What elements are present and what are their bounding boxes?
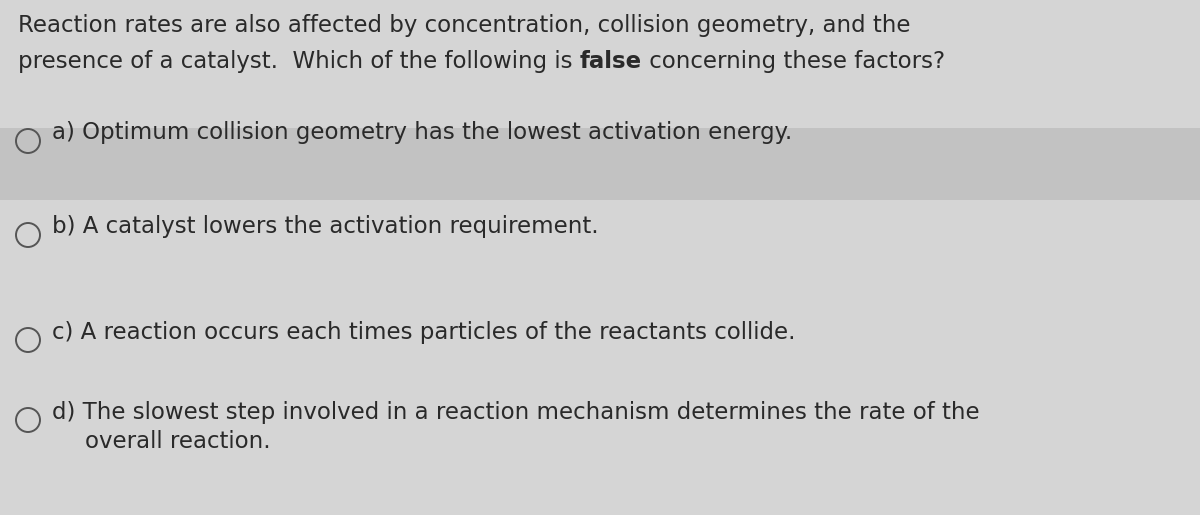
Text: d) The slowest step involved in a reaction mechanism determines the rate of the: d) The slowest step involved in a reacti… bbox=[52, 401, 979, 423]
Bar bbox=[0, 128, 1200, 200]
Text: Reaction rates are also affected by concentration, collision geometry, and the: Reaction rates are also affected by conc… bbox=[18, 14, 911, 37]
Text: false: false bbox=[580, 50, 642, 73]
Text: overall reaction.: overall reaction. bbox=[85, 431, 271, 454]
Text: a) Optimum collision geometry has the lowest activation energy.: a) Optimum collision geometry has the lo… bbox=[52, 122, 792, 145]
Text: concerning these factors?: concerning these factors? bbox=[642, 50, 946, 73]
Text: presence of a catalyst.  Which of the following is: presence of a catalyst. Which of the fol… bbox=[18, 50, 580, 73]
Text: c) A reaction occurs each times particles of the reactants collide.: c) A reaction occurs each times particle… bbox=[52, 320, 796, 344]
Text: b) A catalyst lowers the activation requirement.: b) A catalyst lowers the activation requ… bbox=[52, 215, 599, 238]
